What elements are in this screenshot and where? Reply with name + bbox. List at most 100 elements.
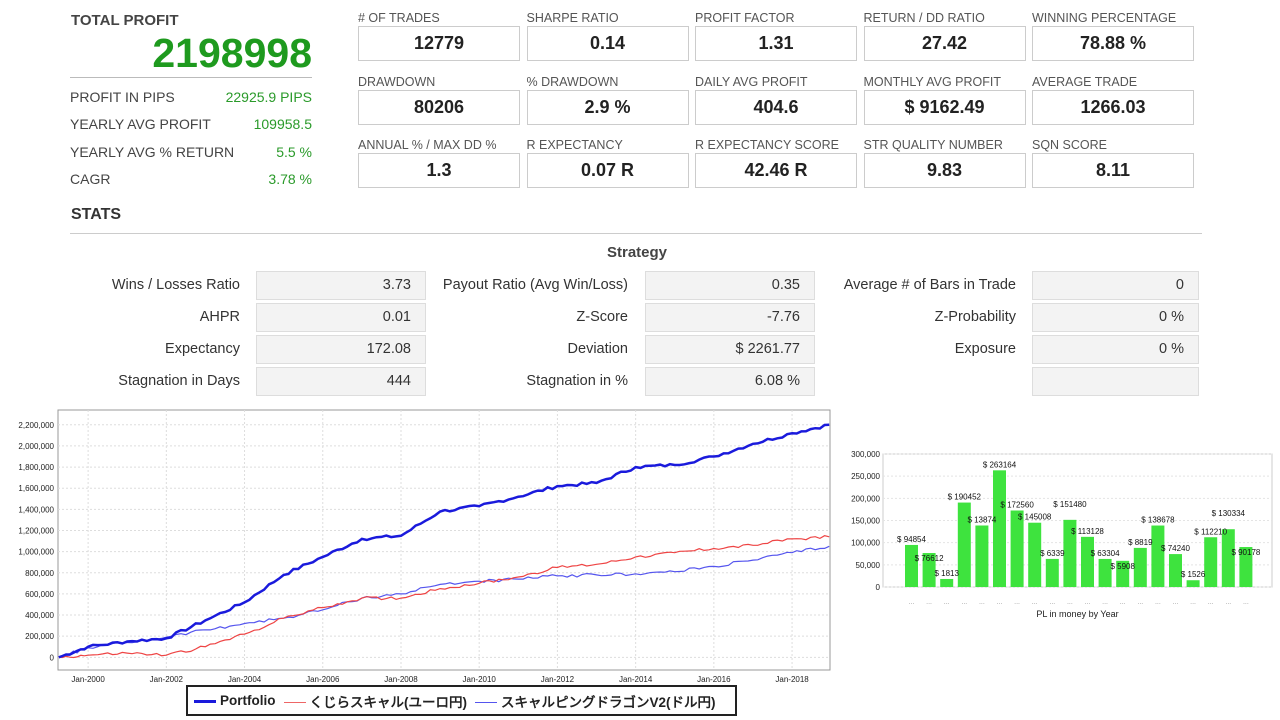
kpi-value: 1266.03	[1032, 89, 1194, 125]
stat-value: 444	[256, 367, 426, 396]
y-tick-label: 50,000	[856, 561, 881, 570]
total-profit-value: 2198998	[152, 30, 312, 76]
summary-row: YEARLY AVG PROFIT 109958.5	[70, 116, 312, 132]
summary-label: CAGR	[70, 171, 111, 187]
bar-value-label: $ 263164	[983, 460, 1017, 469]
strategy-title: Strategy	[606, 244, 668, 261]
kpi-label: STR QUALITY NUMBER	[863, 138, 1003, 152]
bar	[1204, 537, 1218, 587]
x-tick-label: ...	[997, 599, 1003, 606]
kpi-value: 1.31	[695, 26, 857, 61]
x-tick-label: Jan-2000	[71, 675, 105, 684]
kpi-label: WINNING PERCENTAGE	[1032, 11, 1177, 25]
y-tick-label: 1,600,000	[18, 484, 54, 493]
kpi-card: # OF TRADES 12779	[358, 11, 520, 61]
x-axis-title: PL in money by Year	[1036, 609, 1118, 619]
x-tick-label: Jan-2006	[306, 675, 340, 684]
stat-value: 0.01	[256, 303, 426, 332]
bar-value-label: $ 1526	[1181, 570, 1206, 579]
x-tick-label: Jan-2002	[150, 675, 184, 684]
x-tick-label: Jan-2014	[619, 675, 653, 684]
kpi-label: DRAWDOWN	[358, 74, 436, 89]
summary-label: YEARLY AVG PROFIT	[70, 116, 211, 132]
stat-label: Average # of Bars in Trade	[843, 277, 1016, 293]
stat-label: Stagnation in %	[526, 373, 628, 389]
kpi-label: PROFIT FACTOR	[695, 11, 795, 25]
kpi-label: ANNUAL % / MAX DD %	[358, 138, 497, 152]
kpi-value: 42.46 R	[695, 153, 857, 188]
kpi-value: 78.88 %	[1032, 26, 1194, 61]
stat-label: Stagnation in Days	[118, 373, 240, 389]
divider	[70, 77, 312, 78]
y-tick-label: 100,000	[851, 539, 880, 548]
kpi-card: R EXPECTANCY SCORE 42.46 R	[695, 138, 857, 188]
x-tick-label: Jan-2018	[775, 675, 809, 684]
bar	[1133, 547, 1147, 587]
y-tick-label: 300,000	[851, 450, 880, 459]
kpi-card: % DRAWDOWN 2.9 %	[526, 74, 689, 125]
x-tick-label: ...	[1155, 599, 1161, 606]
summary-value: 3.78 %	[268, 171, 312, 187]
bar-value-label: $ 13874	[967, 515, 996, 524]
kpi-label: R EXPECTANCY	[526, 138, 623, 152]
kpi-value: 9.83	[863, 153, 1026, 188]
kpi-value: 1.3	[358, 153, 520, 188]
bar	[1045, 558, 1059, 587]
y-tick-label: 200,000	[25, 632, 54, 641]
series-line-0	[58, 423, 830, 659]
summary-row: YEARLY AVG % RETURN 5.5 %	[70, 144, 312, 160]
bar	[1239, 547, 1253, 587]
x-tick-label: ...	[1208, 599, 1214, 606]
y-tick-label: 200,000	[851, 494, 880, 503]
summary-value: 5.5 %	[276, 144, 312, 160]
x-tick-label: ...	[1120, 599, 1126, 606]
bar	[957, 502, 971, 587]
y-tick-label: 2,200,000	[18, 421, 54, 430]
x-tick-label: ...	[979, 599, 985, 606]
kpi-label: MONTHLY AVG PROFIT	[863, 74, 1002, 89]
legend-item-dragon: スキャルピングドラゴンV2(ドル円)	[475, 691, 716, 711]
y-tick-label: 0	[876, 583, 881, 592]
x-tick-label: ...	[944, 599, 950, 606]
x-tick-label: Jan-2012	[541, 675, 575, 684]
stat-label: Expectancy	[165, 341, 240, 357]
stat-label: Z-Probability	[934, 309, 1016, 325]
bar	[905, 544, 918, 587]
stat-label: Wins / Losses Ratio	[111, 277, 240, 293]
kpi-label: % DRAWDOWN	[526, 74, 619, 89]
bar-value-label: $ 5908	[1110, 562, 1135, 571]
kpi-value: 0.14	[526, 26, 689, 61]
stat-value	[1032, 367, 1199, 396]
y-tick-label: 150,000	[851, 517, 880, 526]
kpi-value: 80206	[358, 89, 520, 125]
series-line-1	[58, 535, 830, 659]
kpi-label: AVERAGE TRADE	[1032, 74, 1138, 89]
kpi-card: DAILY AVG PROFIT 404.6	[695, 75, 857, 125]
bar-value-label: $ 145008	[1018, 513, 1052, 522]
stat-value: 3.73	[256, 271, 426, 300]
x-tick-label: ...	[909, 599, 915, 606]
bar	[975, 525, 989, 587]
bar	[1169, 554, 1182, 587]
bar-value-label: $ 76612	[915, 554, 944, 563]
y-tick-label: 1,400,000	[18, 505, 54, 514]
equity-line-chart: 0 200,000 400,000 600,000 800,000 1,000,000 1,…	[18, 409, 831, 684]
kpi-value: $ 9162.49	[863, 89, 1026, 125]
summary-label: PROFIT IN PIPS	[70, 89, 175, 105]
bar-value-label: $ 190452	[948, 493, 982, 502]
bar	[922, 553, 936, 587]
divider	[70, 233, 1202, 234]
kpi-label: # OF TRADES	[358, 11, 440, 25]
x-tick-label: ...	[1102, 599, 1108, 606]
y-tick-label: 800,000	[25, 569, 54, 578]
bar-value-label: $ 6339	[1040, 549, 1065, 558]
bar	[1081, 536, 1094, 587]
bar	[1028, 522, 1042, 587]
kpi-value: 404.6	[695, 89, 857, 125]
plot-area	[57, 409, 831, 671]
bar	[993, 470, 1006, 587]
stat-value: -7.76	[645, 303, 815, 332]
kpi-label: RETURN / DD RATIO	[863, 11, 985, 25]
stats-heading: STATS	[71, 206, 122, 223]
x-tick-label: ...	[1049, 599, 1055, 606]
